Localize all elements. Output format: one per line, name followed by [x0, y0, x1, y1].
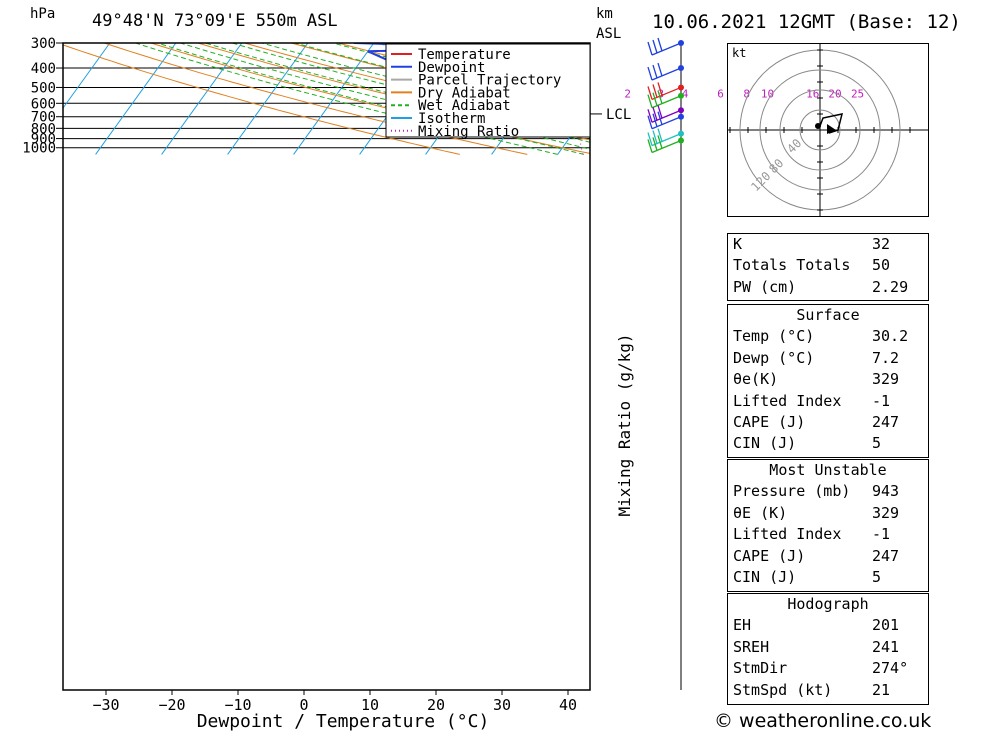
x-tick-label: −20 [158, 696, 185, 714]
y-tick-label: 700 [31, 110, 56, 126]
mixing-ratio-line [661, 103, 675, 154]
mixing-ratio-axis-label: Mixing Ratio (g/kg) [615, 333, 634, 516]
mixing-ratio-tick-label: 10 [761, 87, 774, 100]
x-tick-label: −30 [92, 696, 119, 714]
legend-label: Dewpoint [418, 60, 485, 76]
lcl-label: LCL [606, 107, 631, 123]
index-row-k: K 32 [733, 235, 891, 253]
isotherm-line [63, 43, 111, 109]
x-tick-label: 0 [299, 696, 308, 714]
y-tick-label: 400 [31, 61, 56, 77]
hodograph-trace [819, 113, 844, 134]
legend-label: Dry Adiabat [418, 85, 511, 101]
mixing-ratio-tick-label: 2 [624, 87, 631, 100]
wet-adiabat-line [135, 43, 558, 155]
x-tick-label: −10 [224, 696, 251, 714]
y-tick-label: 500 [31, 80, 56, 96]
plot-frame [62, 42, 591, 691]
wind-barb-icon [647, 135, 682, 154]
mixing-ratio-tick-label: 25 [851, 87, 864, 100]
index-row-totals: Totals Totals 50 [733, 256, 891, 275]
mixing-ratio-tick-label: 20 [828, 87, 841, 100]
wet-adiabat-line [261, 43, 590, 128]
hodograph-unit: kt [732, 46, 746, 60]
legend-label: Isotherm [418, 111, 485, 127]
wind-barb-icon [647, 105, 682, 123]
x-tick-label: 10 [361, 696, 379, 714]
hodograph-ring [759, 69, 881, 191]
datetime-title: 10.06.2021 12GMT (Base: 12) [652, 11, 961, 33]
wind-barb-icon [647, 82, 682, 101]
location-title: 49°48'N 73°09'E 550m ASL [92, 11, 338, 31]
wind-barb-icon [647, 62, 682, 81]
x-tick-label: 40 [559, 696, 577, 714]
isotherm-line [227, 43, 309, 155]
mixing-ratio-tick-label: 6 [717, 87, 724, 100]
mixing-ratio-tick-label: 4 [682, 87, 689, 100]
most-unstable-title: Most Unstable [769, 461, 887, 479]
legend-box [385, 43, 591, 138]
wind-barb-icon [647, 90, 682, 109]
y-tick-label: 300 [31, 36, 56, 52]
y-tick-label: 900 [31, 132, 56, 148]
pressure-unit-label: hPa [30, 6, 56, 22]
hodograph-ring [779, 89, 861, 171]
most-unstable-table: Most Unstable Pressure (mb) 943 θE (K) 329… [727, 459, 929, 592]
isotherm-line [954, 43, 1000, 154]
y-tick-label: 1000 [22, 141, 56, 157]
hodograph-table: Hodograph EH 201 SREH 241 StmDir 274° StmSp… [727, 593, 929, 705]
legend-label: Parcel Trajectory [418, 73, 561, 89]
y-tick-label: 800 [31, 121, 56, 137]
dry-adiabat-line [993, 43, 1000, 154]
hodograph-ring [799, 109, 841, 151]
x-axis-label: Dewpoint / Temperature (°C) [197, 711, 490, 732]
wind-barb-icon [647, 128, 682, 147]
legend-label: Mixing Ratio [418, 124, 519, 140]
legend-label: Temperature [418, 47, 511, 63]
isotherm-line [161, 43, 243, 155]
wind-barb-icon [647, 37, 682, 56]
hodograph-ring-label: 80 [766, 156, 786, 176]
surface-title: Surface [796, 306, 860, 324]
indices-table: K 32 Totals Totals 50 PW (cm) 2.29 [727, 233, 929, 301]
dry-adiabat-line [104, 43, 528, 155]
mixing-ratio-tick-label: 3 [657, 87, 664, 100]
y-tick-label: 600 [31, 96, 56, 112]
x-tick-label: 20 [427, 696, 445, 714]
hodograph-title: Hodograph [787, 595, 869, 613]
height-unit-km: km [596, 6, 613, 22]
credit-link[interactable]: © weatheronline.co.uk [714, 710, 932, 732]
index-row-pw: PW (cm) 2.29 [733, 277, 909, 296]
legend-label: Wet Adiabat [418, 98, 511, 114]
dry-adiabat-line [946, 43, 1000, 154]
x-tick-label: 30 [493, 696, 511, 714]
mixing-ratio-tick-label: 8 [743, 87, 750, 100]
wind-barb-icon [647, 111, 682, 130]
hodograph-storm-motion [815, 123, 821, 129]
mixing-ratio-line [685, 103, 701, 154]
height-unit-asl: ASL [596, 26, 622, 42]
wet-adiabat-line [157, 43, 585, 155]
surface-table: Surface Temp (°C) 30.2 Dewp (°C) 7.2 θe(K)… [727, 304, 929, 458]
dry-adiabat-line [63, 44, 460, 155]
